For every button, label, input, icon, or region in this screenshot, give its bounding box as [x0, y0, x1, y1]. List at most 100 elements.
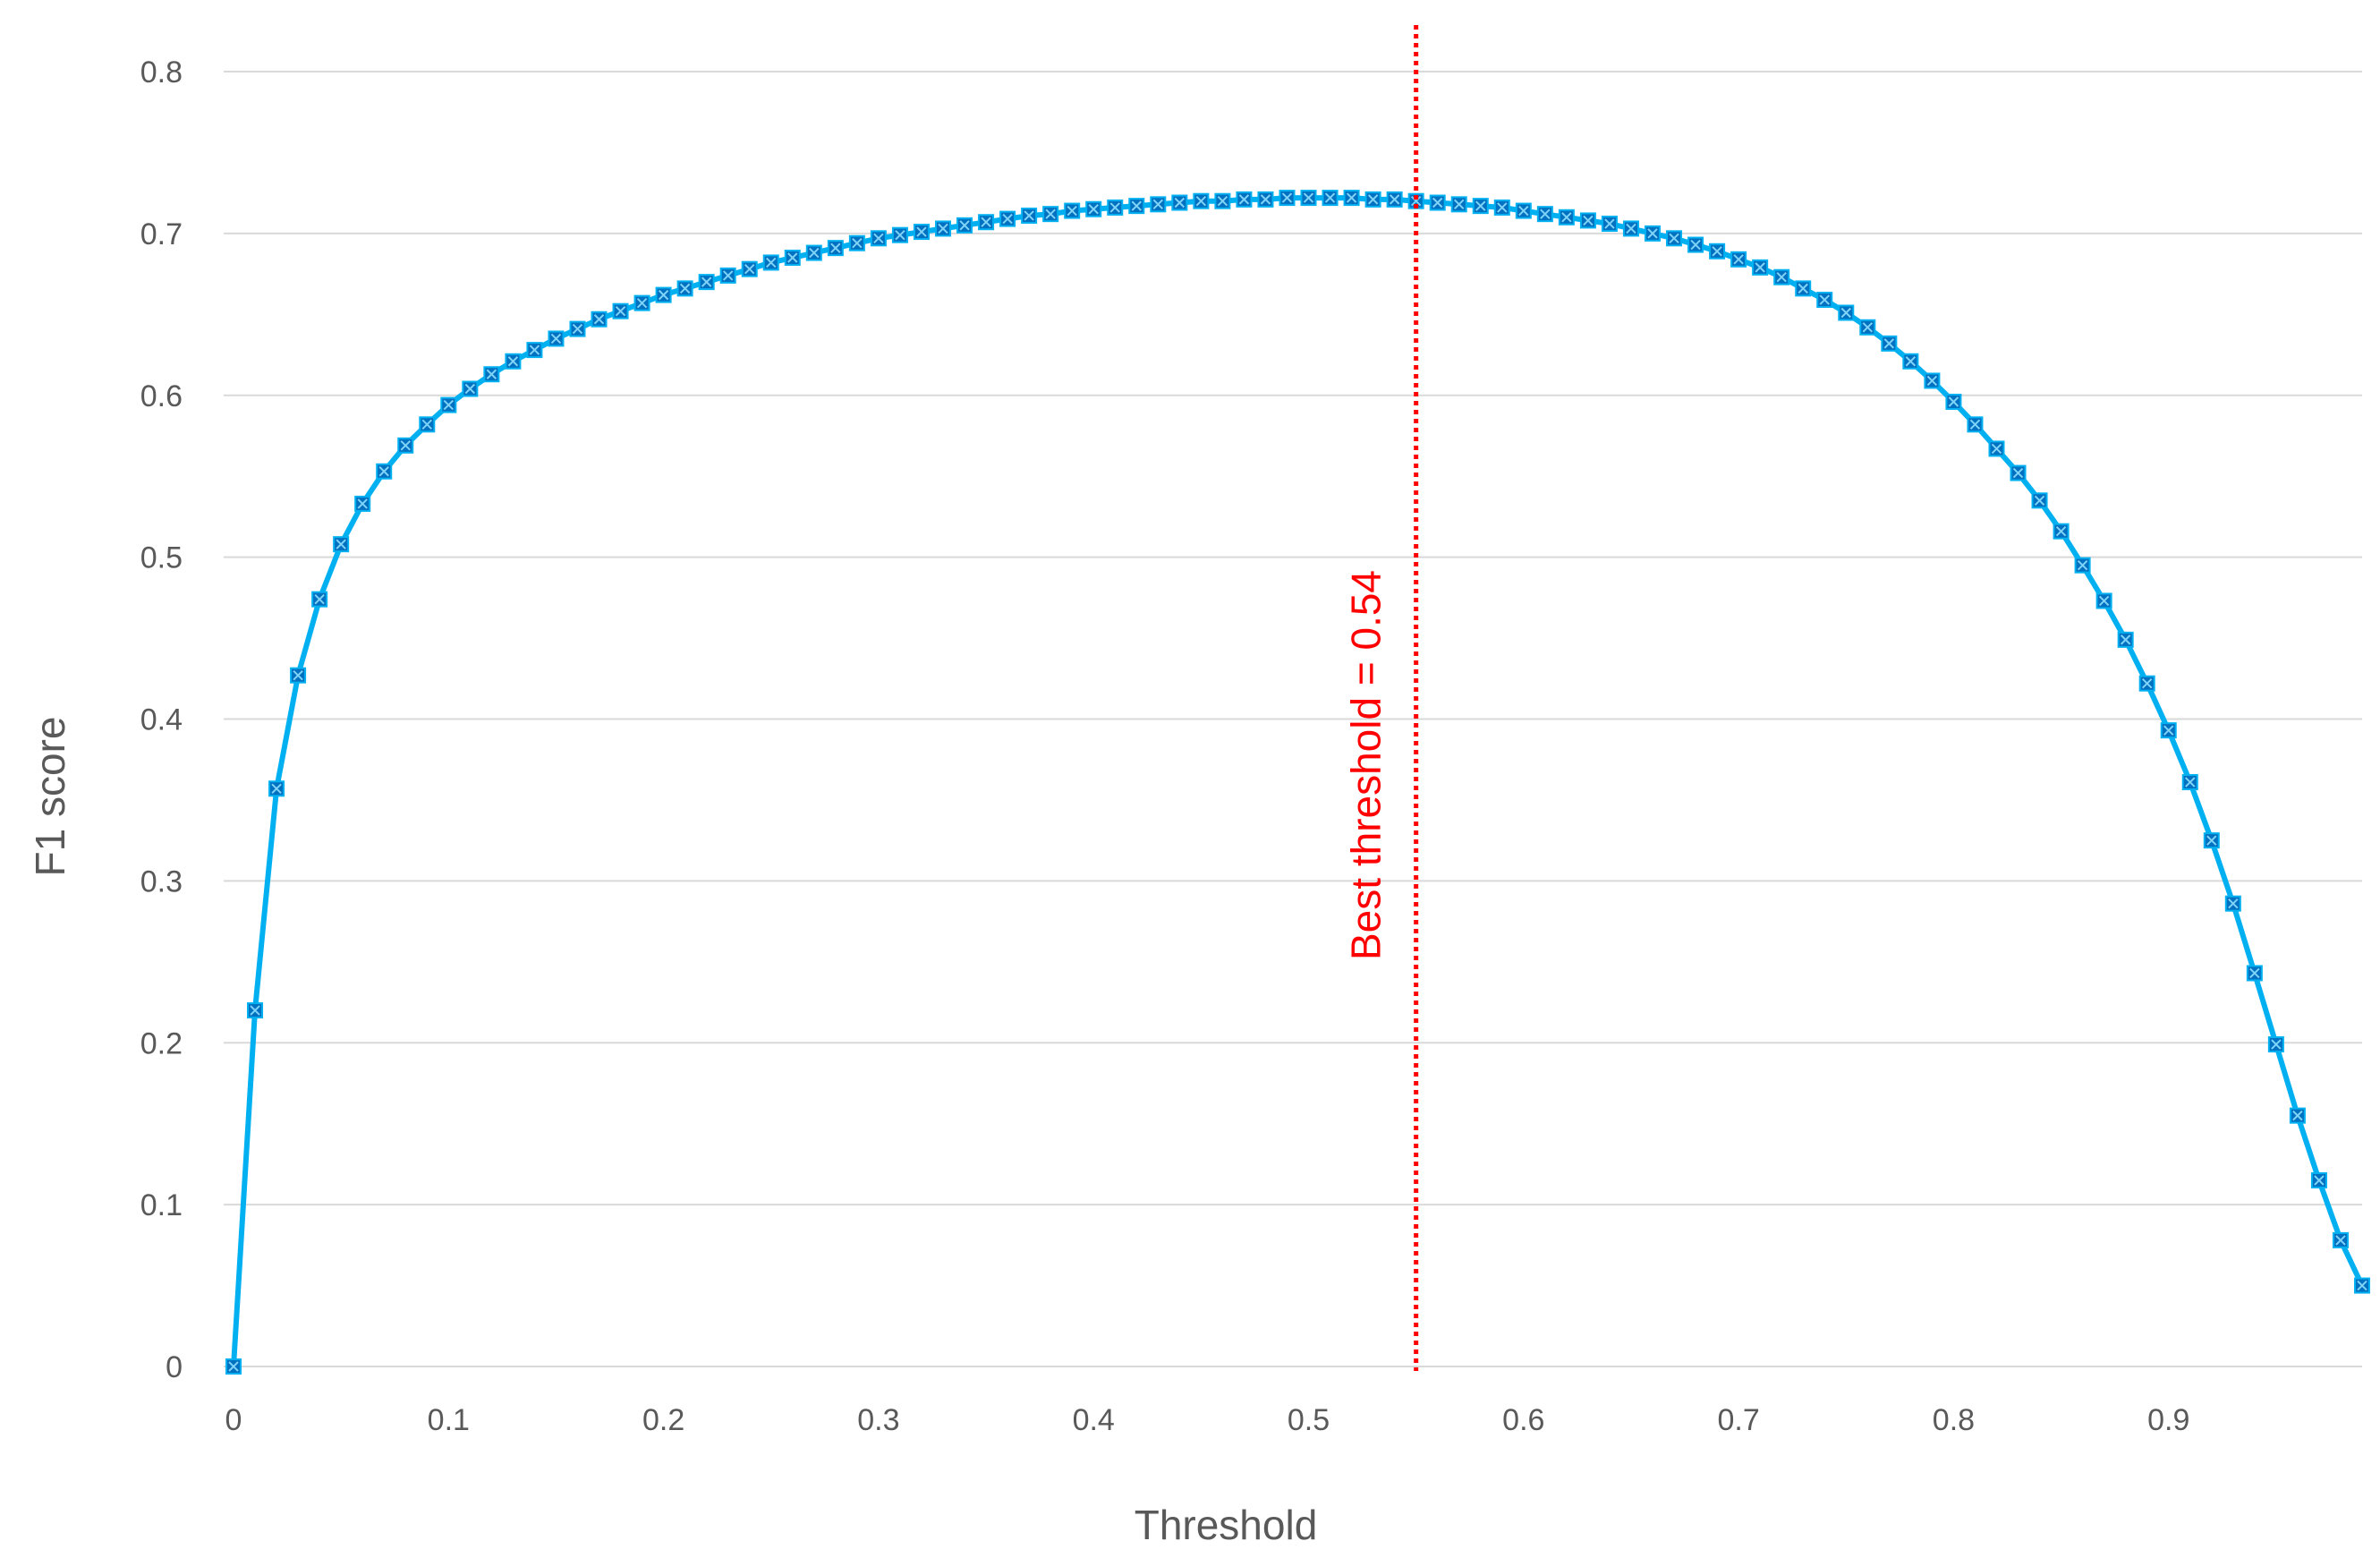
data-point-cross — [959, 220, 970, 231]
data-point-cross — [271, 783, 282, 794]
data-point-cross — [1647, 228, 1658, 239]
data-point-cross — [529, 345, 540, 355]
data-point-cross — [1926, 375, 1938, 387]
data-point — [505, 353, 522, 370]
data-point-cross — [1045, 209, 1056, 219]
data-point — [2181, 774, 2198, 791]
data-point — [1150, 196, 1167, 213]
series-group — [225, 190, 2370, 1375]
data-point — [805, 244, 822, 261]
data-point — [1881, 335, 1898, 352]
data-point — [891, 226, 908, 243]
data-point — [1450, 196, 1467, 213]
data-point — [1924, 372, 1941, 389]
data-point — [1300, 190, 1317, 207]
data-point-cross — [766, 257, 777, 268]
data-point-cross — [679, 283, 691, 294]
data-point — [848, 234, 865, 251]
data-point-cross — [2077, 559, 2088, 571]
data-point — [1859, 319, 1876, 336]
y-tick-label: 0.5 — [140, 541, 183, 575]
data-point-cross — [916, 226, 927, 237]
data-point-cross — [1367, 194, 1379, 205]
data-point-cross — [1712, 246, 1722, 257]
data-point — [978, 214, 995, 231]
data-point — [1579, 212, 1596, 229]
data-point-cross — [1561, 212, 1572, 223]
data-point — [913, 224, 930, 241]
y-tick-label: 0.6 — [140, 379, 183, 413]
data-point-cross — [1475, 200, 1486, 211]
x-axis-ticks: 0 0.1 0.2 0.3 0.4 0.5 0.6 0.7 0.8 0.9 — [225, 1403, 2190, 1437]
data-point — [397, 437, 414, 454]
data-point-cross — [2055, 525, 2067, 537]
x-tick-label: 0.9 — [2147, 1403, 2189, 1437]
data-point — [956, 217, 973, 234]
data-point — [1107, 199, 1124, 216]
data-point-cross — [314, 593, 325, 605]
data-point-cross — [830, 243, 841, 253]
data-point-cross — [2034, 495, 2045, 507]
x-axis-title: Threshold — [1135, 1502, 1318, 1548]
data-point — [1364, 191, 1381, 208]
data-point — [225, 1358, 242, 1375]
x-tick-label: 0.1 — [428, 1403, 470, 1437]
data-point — [1472, 198, 1489, 215]
data-point-cross — [1109, 202, 1120, 213]
data-point — [655, 286, 672, 303]
data-point — [1064, 202, 1081, 219]
data-point — [870, 230, 887, 247]
data-point — [483, 366, 500, 383]
data-point-cross — [1540, 209, 1551, 219]
data-point-cross — [1410, 195, 1422, 207]
data-point-cross — [593, 314, 605, 325]
data-point — [784, 250, 801, 267]
y-tick-label: 0.4 — [140, 703, 183, 737]
data-point-cross — [443, 399, 455, 411]
data-point-cross — [1733, 254, 1744, 265]
data-point — [1601, 216, 1618, 233]
data-point-cross — [1626, 223, 1636, 234]
data-point — [1042, 206, 1059, 223]
data-point-cross — [2314, 1175, 2325, 1186]
data-point-cross — [1755, 262, 1765, 273]
data-point — [2246, 965, 2263, 982]
data-point-cross — [1690, 239, 1701, 251]
data-point-cross — [250, 1005, 260, 1016]
data-point-cross — [1776, 272, 1787, 283]
data-point — [698, 274, 715, 291]
data-point-cross — [2163, 725, 2174, 736]
data-point-cross — [1238, 194, 1250, 205]
data-point-cross — [809, 247, 820, 259]
data-point — [1493, 199, 1510, 216]
data-point — [2117, 631, 2134, 648]
x-tick-label: 0.5 — [1288, 1403, 1330, 1437]
data-point — [569, 320, 586, 337]
data-point — [1558, 209, 1575, 226]
data-point — [2310, 1171, 2327, 1188]
data-point-cross — [1819, 294, 1830, 305]
data-point-cross — [1991, 443, 2002, 455]
data-point-cross — [1948, 396, 1959, 407]
data-point-cross — [2141, 678, 2153, 689]
data-point-cross — [658, 289, 669, 301]
data-point — [333, 536, 350, 553]
data-point — [2138, 675, 2155, 692]
data-point — [2289, 1107, 2306, 1124]
data-point — [1386, 191, 1403, 208]
data-point-cross — [1840, 307, 1851, 319]
y-axis-title: F1 score — [27, 717, 73, 877]
x-tick-label: 0.2 — [642, 1403, 684, 1437]
data-point — [1988, 440, 2005, 457]
data-point — [1171, 194, 1188, 211]
data-point — [827, 240, 844, 257]
data-point — [2332, 1231, 2349, 1248]
data-point — [462, 380, 479, 397]
data-point-cross — [1669, 233, 1679, 244]
data-point — [1536, 206, 1553, 223]
data-point — [1709, 243, 1726, 260]
data-point-cross — [1303, 192, 1314, 203]
data-point-cross — [400, 440, 411, 451]
data-point-cross — [2335, 1235, 2346, 1246]
